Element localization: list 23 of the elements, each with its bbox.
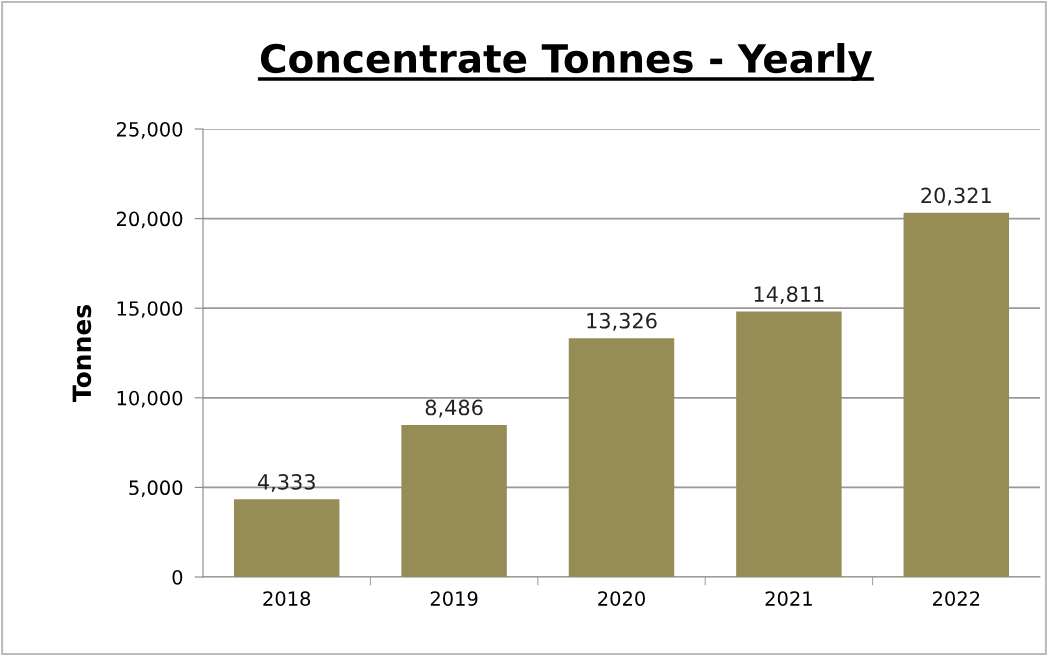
bar: [903, 212, 1010, 577]
y-tick-label: 20,000: [116, 211, 183, 229]
x-tick-label: 2018: [263, 591, 311, 606]
y-tick-label: 25,000: [116, 121, 183, 139]
data-label: 8,486: [425, 399, 483, 418]
x-tick-label: 2020: [598, 591, 645, 606]
y-tick-label: 15,000: [117, 301, 183, 318]
x-tick-label: 2019: [430, 591, 478, 606]
y-tick-label: 0: [172, 569, 183, 585]
data-label: 20,321: [921, 187, 991, 206]
bar: [401, 424, 507, 577]
data-label: 14,811: [754, 286, 824, 305]
data-label: 13,326: [587, 312, 657, 331]
bar: [233, 499, 340, 577]
y-tick-label: 5,000: [129, 480, 183, 498]
y-axis-title: Tonnes: [72, 305, 92, 403]
data-label: 4,333: [257, 474, 315, 492]
bar: [568, 338, 675, 577]
y-tick-label: 10,000: [117, 390, 183, 408]
chart-title: Concentrate Tonnes - Yearly: [260, 43, 873, 81]
bar: [736, 311, 842, 577]
x-tick-label: 2022: [932, 591, 980, 606]
x-tick-label: 2021: [765, 591, 812, 606]
